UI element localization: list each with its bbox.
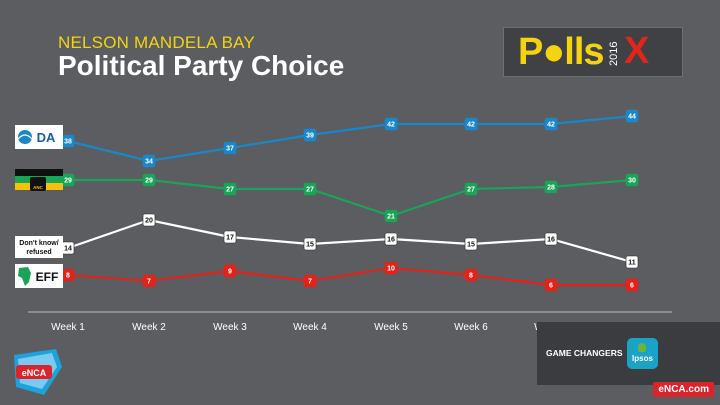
data-label: 6 [630, 283, 634, 290]
data-label: 15 [467, 242, 475, 249]
data-label: 7 [147, 279, 151, 286]
chart-subtitle: NELSON MANDELA BAY [58, 33, 255, 52]
enca-logo-text: eNCA [22, 368, 47, 378]
legend-label-eff: EFF [36, 270, 59, 284]
enca-logo-icon: eNCA [14, 349, 62, 395]
game-changers-panel: GAME CHANGERS Ipsos [537, 322, 720, 385]
chart-title: Political Party Choice [58, 50, 345, 81]
enca-badge[interactable]: eNCA.com [653, 382, 714, 397]
eff-logo-africa [18, 267, 31, 286]
x-tick-label: Week 1 [51, 322, 85, 333]
data-marker [464, 237, 478, 251]
data-label: 29 [145, 178, 153, 185]
ipsos-pin-icon [638, 343, 646, 352]
data-label: 16 [547, 237, 555, 244]
data-marker [464, 182, 478, 196]
data-marker [303, 274, 317, 288]
data-marker [223, 264, 237, 278]
data-label: 15 [306, 242, 314, 249]
data-marker [384, 232, 398, 246]
anc-logo-shield [30, 177, 46, 191]
ipsos-logo: Ipsos [627, 338, 658, 369]
data-label: 17 [226, 235, 234, 242]
data-marker [384, 261, 398, 275]
data-marker [384, 117, 398, 131]
data-marker [142, 154, 156, 168]
data-label: 7 [308, 279, 312, 286]
data-label: 38 [64, 139, 72, 146]
data-marker [223, 230, 237, 244]
x-tick-label: Week 6 [454, 322, 488, 333]
series-line-anc [68, 178, 633, 218]
data-label: 14 [64, 246, 72, 253]
data-label: 20 [145, 218, 153, 225]
da-logo-sun [18, 130, 32, 144]
data-marker [303, 237, 317, 251]
pollsx-logo: P●lls 2016 X [503, 27, 683, 77]
data-label: 30 [628, 178, 636, 185]
data-marker [625, 278, 639, 292]
data-label: 6 [549, 283, 553, 290]
data-label: 9 [228, 269, 232, 276]
da-logo-arc [17, 134, 33, 140]
data-label: 37 [226, 146, 234, 153]
data-label: 29 [64, 178, 72, 185]
data-marker [625, 109, 639, 123]
data-label: 10 [387, 266, 395, 273]
data-marker [142, 213, 156, 227]
x-tick-label: Week 5 [374, 322, 408, 333]
data-marker [303, 182, 317, 196]
data-marker [544, 117, 558, 131]
data-marker [384, 209, 398, 223]
data-marker [625, 173, 639, 187]
data-label: 34 [145, 159, 153, 166]
data-marker [303, 128, 317, 142]
data-marker [625, 255, 639, 269]
ipsos-label: Ipsos [632, 354, 653, 363]
data-label: 42 [387, 122, 395, 129]
data-label: 27 [306, 187, 314, 194]
legend-label-dont-know: Don't know/refused [19, 240, 58, 256]
polls-wordmark: P●lls [518, 31, 605, 73]
data-label: 44 [628, 114, 636, 121]
data-label: 27 [467, 187, 475, 194]
data-marker [142, 173, 156, 187]
polls-x-mark: X [624, 30, 650, 72]
series-line-eff [67, 266, 632, 287]
x-tick-label: Week 3 [213, 322, 247, 333]
legend-label-anc: ANC [33, 185, 43, 190]
data-marker [544, 180, 558, 194]
legend-label-da: DA [37, 130, 56, 145]
anc-logo-icon [15, 169, 63, 176]
x-tick-label: Week 2 [132, 322, 166, 333]
data-label: 42 [547, 122, 555, 129]
data-marker [544, 232, 558, 246]
data-label: 8 [469, 273, 473, 280]
data-label: 16 [387, 237, 395, 244]
legend-dont-know-box [15, 236, 63, 258]
data-marker [223, 182, 237, 196]
data-marker [142, 274, 156, 288]
x-tick-label: Week 4 [293, 322, 327, 333]
data-label: 39 [306, 133, 314, 140]
data-label: 8 [66, 273, 70, 280]
data-label: 21 [387, 214, 395, 221]
data-label: 27 [226, 187, 234, 194]
data-label: 28 [547, 185, 555, 192]
data-marker [223, 141, 237, 155]
data-marker [464, 117, 478, 131]
data-marker [464, 268, 478, 282]
series-line-da [67, 114, 633, 163]
data-marker [544, 278, 558, 292]
data-label: 11 [628, 260, 636, 267]
data-label: 42 [467, 122, 475, 129]
series-line-don-t-know-refused [67, 218, 633, 264]
partner-text: GAME CHANGERS [546, 348, 623, 358]
